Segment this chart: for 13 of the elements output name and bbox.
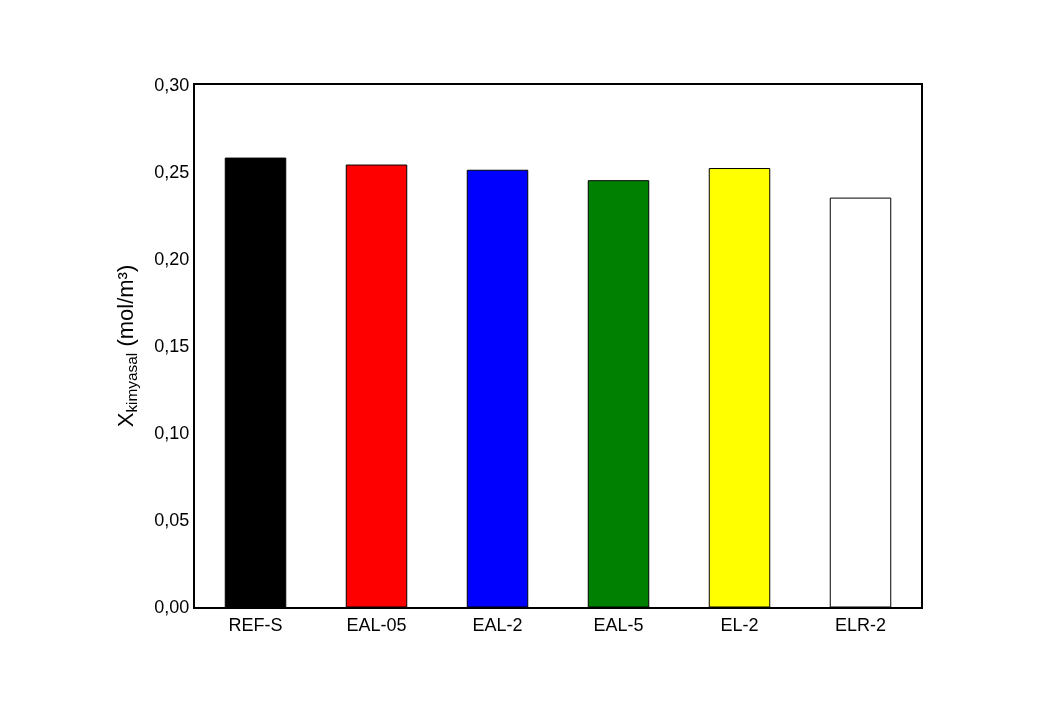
y-tick-label: 0,00 — [154, 597, 190, 618]
x-tick-label: EAL-2 — [472, 614, 523, 635]
y-tick-label: 0,20 — [154, 249, 190, 270]
y-tick-label: 0,05 — [154, 510, 190, 531]
x-tick-label: EAL-05 — [346, 614, 407, 635]
y-tick-label: 0,10 — [154, 423, 190, 444]
y-tick-label: 0,15 — [154, 336, 190, 357]
y-tick-label: 0,30 — [154, 75, 190, 96]
x-tick-label: EAL-5 — [593, 614, 644, 635]
x-tick-label: ELR-2 — [834, 614, 887, 635]
x-tick-label: REF-S — [228, 614, 283, 635]
y-tick-label: 0,25 — [154, 162, 190, 183]
x-tick-label: EL-2 — [720, 614, 759, 635]
